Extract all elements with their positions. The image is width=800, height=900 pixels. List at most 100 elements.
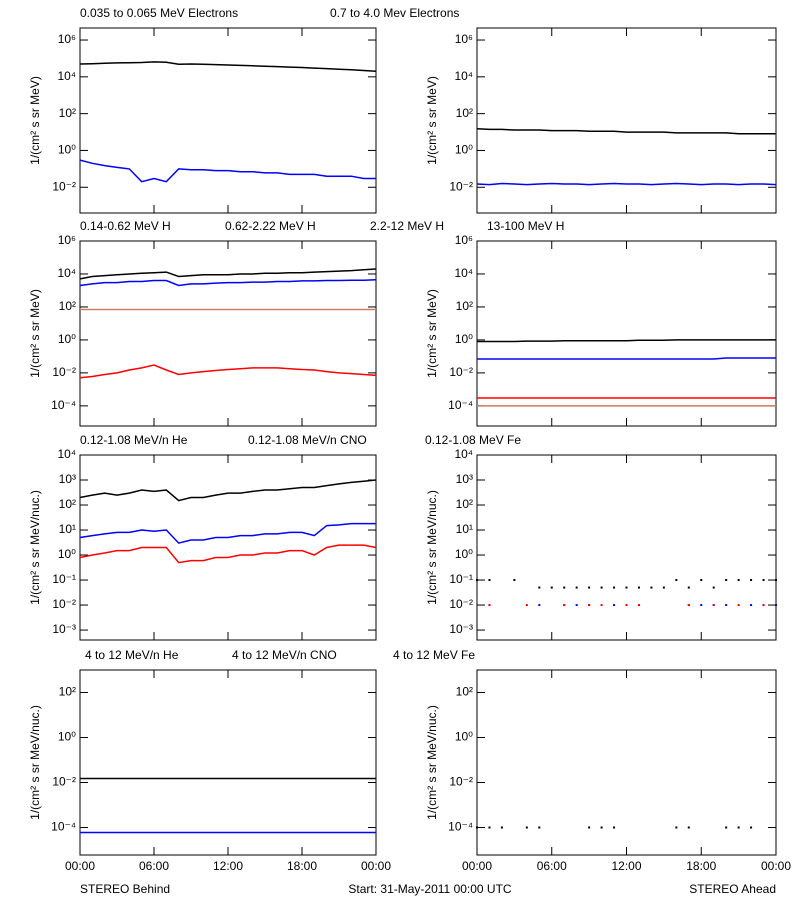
x-tick-label: 00:00 <box>361 859 391 873</box>
legend-entry: 4 to 12 MeV/n He <box>85 648 179 662</box>
plot-frame <box>79 240 377 427</box>
legend-entry: 0.12-1.08 MeV/n CNO <box>248 433 367 447</box>
y-tick-label: 10⁻⁴ <box>51 820 76 834</box>
series-line <box>79 159 376 183</box>
data-point <box>750 826 753 829</box>
data-point <box>700 579 703 582</box>
y-tick-label: 10⁻² <box>449 179 473 193</box>
data-point <box>538 586 541 589</box>
data-point <box>662 586 665 589</box>
data-point <box>750 604 753 607</box>
legend-entry: 0.62-2.22 MeV H <box>225 219 316 233</box>
y-tick-label: 10⁰ <box>455 730 473 744</box>
x-tick-label: 18:00 <box>686 859 716 873</box>
y-tick-label: 10⁶ <box>58 233 76 247</box>
y-tick-label: 10⁻² <box>52 179 76 193</box>
y-tick-label: 10⁻² <box>449 597 473 611</box>
series-line <box>476 182 777 186</box>
y-tick-label: 10⁻³ <box>449 622 473 636</box>
data-point <box>500 826 503 829</box>
y-tick-label: 10⁰ <box>455 547 473 561</box>
y-tick-label: 10¹ <box>59 522 76 536</box>
y-tick-label: 10⁻¹ <box>52 572 76 586</box>
data-point <box>725 604 728 607</box>
data-point <box>637 604 640 607</box>
legend-entry: 0.7 to 4.0 Mev Electrons <box>330 6 459 20</box>
series-line <box>79 268 377 280</box>
y-axis-label: 1/(cm² s sr MeV) <box>425 289 439 378</box>
x-tick-label: 00:00 <box>462 859 492 873</box>
legend-entry: 2.2-12 MeV H <box>370 219 444 233</box>
data-point <box>737 579 740 582</box>
footer-right: STEREO Ahead <box>689 882 776 896</box>
data-point <box>588 604 591 607</box>
y-axis-label: 1/(cm² s sr MeV) <box>28 76 42 165</box>
x-tick-label: 12:00 <box>611 859 641 873</box>
footer-left: STEREO Behind <box>80 882 170 896</box>
series-line <box>477 339 776 343</box>
y-axis-label: 1/(cm² s sr MeV) <box>425 76 439 165</box>
series-line <box>477 357 776 360</box>
series-line <box>79 522 376 544</box>
y-tick-label: 10⁻¹ <box>449 572 473 586</box>
y-tick-label: 10² <box>456 497 473 511</box>
data-point <box>700 604 703 607</box>
data-point <box>550 586 553 589</box>
data-point <box>613 826 616 829</box>
series-line <box>79 479 377 502</box>
data-point <box>525 604 528 607</box>
data-point <box>488 826 491 829</box>
y-axis-label: 1/(cm² s sr MeV/nuc.) <box>425 705 439 820</box>
x-tick-label: 06:00 <box>139 859 169 873</box>
y-tick-label: 10⁴ <box>57 266 76 280</box>
footer-center: Start: 31-May-2011 00:00 UTC <box>348 882 512 896</box>
legend-entry: 0.12-1.08 MeV Fe <box>425 433 521 447</box>
y-tick-label: 10⁰ <box>58 730 76 744</box>
data-point <box>575 586 578 589</box>
legend-entry: 0.035 to 0.065 MeV Electrons <box>80 6 238 20</box>
y-tick-label: 10⁻⁴ <box>448 820 473 834</box>
data-point <box>488 579 491 582</box>
x-tick-label: 18:00 <box>287 859 317 873</box>
legend-entry: 4 to 12 MeV Fe <box>393 648 475 662</box>
y-tick-label: 10⁻⁴ <box>448 398 473 412</box>
y-tick-label: 10⁴ <box>454 266 473 280</box>
data-point <box>625 604 628 607</box>
data-point <box>538 826 541 829</box>
y-tick-label: 10⁴ <box>57 447 76 461</box>
x-tick-label: 00:00 <box>761 859 791 873</box>
legend-entry: 4 to 12 MeV/n CNO <box>232 648 337 662</box>
legend-entry: 0.14-0.62 MeV H <box>80 219 171 233</box>
plot-frame <box>79 454 377 641</box>
y-tick-label: 10² <box>456 685 473 699</box>
data-point <box>675 826 678 829</box>
data-point <box>538 604 541 607</box>
data-point <box>613 604 616 607</box>
data-point <box>687 586 690 589</box>
data-point <box>775 604 777 607</box>
y-tick-label: 10⁶ <box>455 233 473 247</box>
plot-frame <box>476 27 777 214</box>
y-axis-label: 1/(cm² s sr MeV) <box>28 289 42 378</box>
plot-frame <box>79 669 377 856</box>
data-point <box>563 586 566 589</box>
data-point <box>476 579 478 582</box>
x-tick-label: 06:00 <box>537 859 567 873</box>
y-tick-label: 10⁰ <box>58 332 76 346</box>
data-point <box>737 604 740 607</box>
y-tick-label: 10⁴ <box>454 69 473 83</box>
y-tick-label: 10⁰ <box>455 143 473 157</box>
y-tick-label: 10⁻³ <box>52 622 76 636</box>
y-tick-label: 10⁰ <box>58 547 76 561</box>
y-tick-label: 10⁶ <box>58 32 76 46</box>
data-point <box>750 579 753 582</box>
data-point <box>737 826 740 829</box>
y-axis-label: 1/(cm² s sr MeV/nuc.) <box>425 490 439 605</box>
data-point <box>625 586 628 589</box>
y-axis-label: 1/(cm² s sr MeV/nuc.) <box>28 705 42 820</box>
data-point <box>650 586 653 589</box>
data-point <box>775 579 777 582</box>
y-tick-label: 10² <box>456 299 473 313</box>
y-tick-label: 10³ <box>456 472 473 486</box>
data-point <box>488 604 491 607</box>
